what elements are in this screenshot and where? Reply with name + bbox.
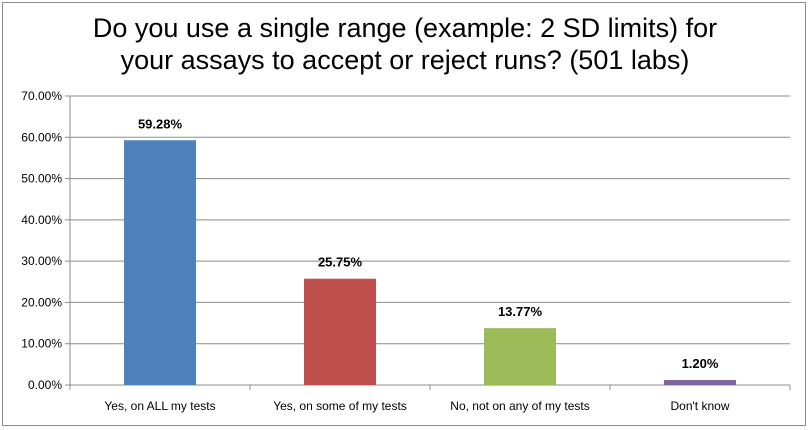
y-tick-label: 50.00%: [21, 172, 62, 186]
y-tick-label: 70.00%: [21, 89, 62, 103]
y-tick-label: 60.00%: [21, 130, 62, 144]
data-label: 59.28%: [138, 116, 183, 131]
x-category-label: Don't know: [671, 399, 730, 413]
bar: [124, 140, 196, 385]
y-tick-label: 30.00%: [21, 254, 62, 268]
data-label: 1.20%: [682, 356, 719, 371]
data-label: 25.75%: [318, 255, 363, 270]
y-tick-label: 20.00%: [21, 295, 62, 309]
y-tick-label: 40.00%: [21, 213, 62, 227]
chart-title-line-2: your assays to accept or reject runs? (5…: [120, 45, 690, 75]
data-label: 13.77%: [498, 304, 543, 319]
y-tick-label: 0.00%: [28, 378, 62, 392]
chart-title-line-1: Do you use a single range (example: 2 SD…: [92, 13, 718, 43]
y-tick-label: 10.00%: [21, 337, 62, 351]
bar: [304, 278, 376, 385]
x-category-label: Yes, on ALL my tests: [104, 399, 215, 413]
x-category-label: No, not on any of my tests: [450, 399, 589, 413]
bar: [664, 380, 736, 385]
bar: [484, 328, 556, 385]
x-category-label: Yes, on some of my tests: [273, 399, 407, 413]
chart-title: Do you use a single range (example: 2 SD…: [0, 12, 810, 76]
